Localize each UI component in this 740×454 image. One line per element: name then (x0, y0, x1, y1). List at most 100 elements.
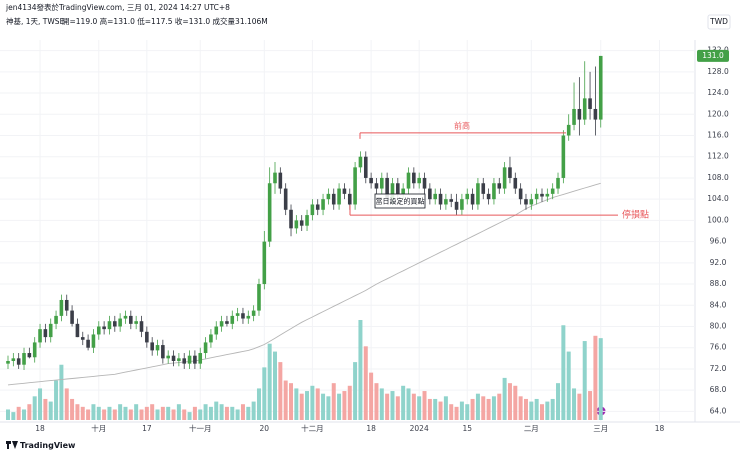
candle-body (32, 342, 37, 358)
candle-body (476, 183, 480, 205)
y-tick-label: 112.0 (707, 152, 729, 161)
candle-body (347, 193, 352, 205)
candle-body (577, 108, 582, 120)
volume-bar (112, 409, 117, 420)
candle-body (497, 183, 502, 189)
candle-body (203, 342, 208, 354)
candle-body (38, 329, 42, 343)
volume-bar (363, 346, 368, 420)
candle-body (422, 177, 427, 189)
candle-body (198, 353, 203, 364)
x-tick-label: 十月 (91, 423, 106, 433)
volume-bar (171, 409, 176, 420)
candle-body (75, 323, 80, 338)
volume-bar (240, 404, 245, 420)
candle-body (6, 360, 10, 364)
candle-body (342, 188, 347, 194)
candle-body (385, 177, 389, 200)
y-tick-label: 84.0 (710, 300, 727, 309)
volume-bar (182, 409, 187, 420)
x-tick-label: 十一月 (189, 423, 212, 433)
candle-body (572, 108, 576, 125)
x-tick-label: 15 (462, 424, 472, 433)
volume-bar (22, 409, 27, 420)
candle-body (390, 183, 395, 200)
volume-bar (208, 406, 213, 420)
y-tick-label: 104.0 (707, 194, 729, 203)
volume-bar (305, 391, 310, 420)
volume-bar (91, 404, 96, 420)
volume-bar (256, 388, 261, 420)
candle-body (59, 299, 64, 316)
volume-bar (70, 398, 75, 420)
y-tick-label: 72.0 (710, 364, 727, 373)
y-tick-label: 64.0 (710, 406, 727, 415)
volume-bar (582, 341, 587, 420)
volume-bar (443, 396, 448, 420)
volume-bar (561, 325, 566, 420)
volume-bar (385, 393, 390, 420)
candle-body (102, 326, 106, 330)
candle-body (118, 318, 122, 327)
currency[interactable]: TWD (709, 17, 728, 26)
candle-body (465, 193, 470, 200)
volume-bar (497, 393, 502, 420)
candle-body (80, 337, 85, 340)
candle-body (534, 193, 539, 200)
candle-body (171, 355, 176, 361)
chart-title: 神基, 1天, TWSE (6, 16, 65, 26)
volume-bar (310, 385, 315, 420)
volume-bar (267, 343, 272, 420)
volume-bar (523, 398, 528, 420)
candle-body (64, 299, 69, 311)
y-tick-label: 120.0 (707, 109, 729, 118)
volume-bar (32, 396, 37, 420)
volume-bar (203, 404, 208, 420)
y-tick-label: 108.0 (707, 173, 729, 182)
candle-body (294, 220, 299, 229)
candle-body (492, 183, 496, 200)
candle-body (428, 188, 432, 200)
candle-body (257, 284, 261, 311)
candle-body (86, 339, 90, 348)
volume-bar (187, 412, 192, 420)
volume-bar (433, 398, 438, 420)
volume-bar (294, 388, 299, 420)
volume-bar (529, 401, 534, 420)
candle-body (150, 342, 154, 351)
candle-body (22, 353, 26, 365)
candle-body (470, 193, 475, 205)
volume-bar (43, 398, 48, 420)
volume-bar (411, 393, 416, 420)
candle-body (145, 331, 149, 343)
candle-body (225, 321, 229, 324)
x-tick-label: 十二月 (301, 423, 324, 433)
x-tick-label: 18 (655, 424, 665, 433)
candle-body (529, 199, 534, 205)
candle-body (337, 188, 341, 205)
attribution: jen4134發表於TradingView.com, 三月 01, 2024 1… (5, 2, 230, 12)
x-tick-label: 20 (260, 424, 270, 433)
annotation-label: 當日設定的買點 (376, 197, 425, 206)
y-tick-label: 68.0 (710, 385, 727, 394)
candle-body (27, 353, 32, 358)
volume-bar (273, 351, 277, 420)
candle-body (262, 241, 267, 285)
candle-body (406, 172, 411, 189)
volume-bar (540, 404, 544, 420)
currency-box[interactable] (707, 14, 731, 30)
last-price-tag (697, 49, 729, 62)
volume-bar (64, 388, 69, 420)
volume-bar (502, 377, 507, 420)
volume-bar (588, 391, 593, 420)
candle-body (177, 358, 181, 361)
volume-bar (427, 398, 432, 420)
volume-bar (475, 393, 480, 420)
candle-body (299, 220, 304, 226)
candle-body (582, 98, 587, 120)
candle-body (454, 201, 459, 210)
candle-body (598, 55, 603, 120)
candle-body (401, 188, 405, 194)
volume-bar (422, 391, 427, 420)
y-tick-label: 100.0 (707, 215, 729, 224)
